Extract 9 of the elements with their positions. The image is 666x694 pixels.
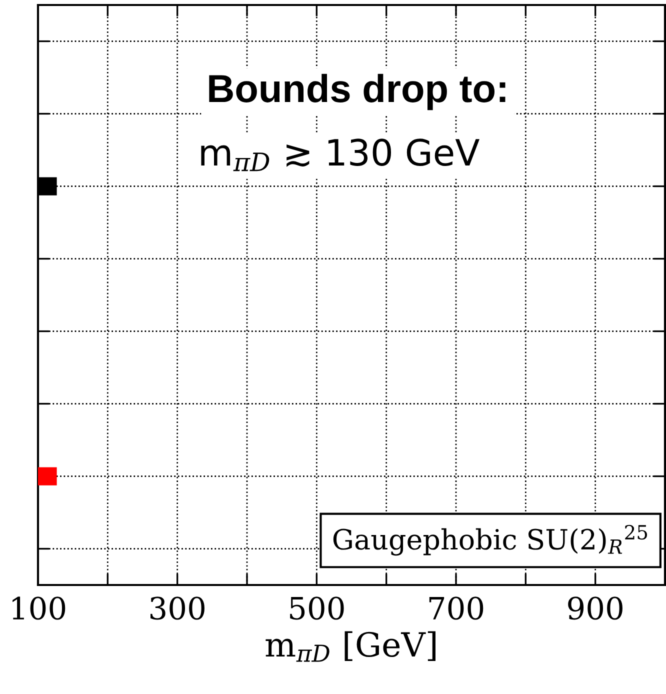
annotation: m$_{πD}$ ≳ 130 GeV xyxy=(201,138,480,172)
annotation: Bounds drop to: xyxy=(209,74,506,110)
x-tick-label: 500 xyxy=(290,596,344,620)
x-tick-label: 700 xyxy=(429,596,484,620)
x-tick-label: 100 xyxy=(12,596,66,620)
x-tick-label: 300 xyxy=(150,596,204,620)
x-tick-label: 900 xyxy=(568,596,622,620)
annotation: Gaugephobic SU(2)$_{R}$$^{25}$ xyxy=(333,524,648,556)
x-axis-title: m$_{πD}$ [GeV] xyxy=(266,631,436,662)
